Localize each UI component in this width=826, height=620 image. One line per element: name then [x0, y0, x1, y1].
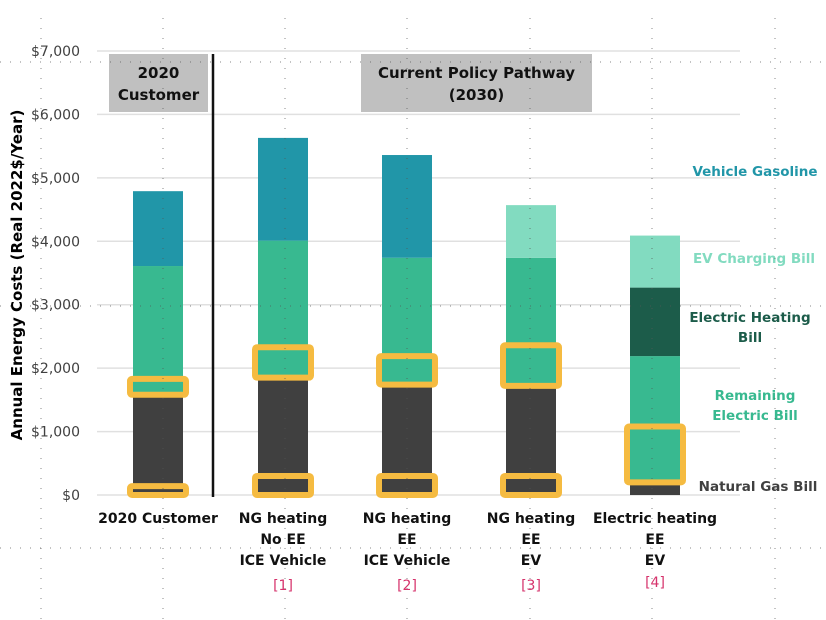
y-tick-label: $6,000 — [31, 107, 80, 123]
reference-marker: [2] — [397, 578, 417, 594]
y-tick-label: $1,000 — [31, 425, 80, 441]
y-tick-label: $7,000 — [31, 44, 80, 60]
bar-segment — [506, 205, 556, 258]
group-header-label: (2030) — [449, 86, 504, 104]
x-category-label: 2020 Customer — [98, 511, 218, 527]
group-header-label: 2020 — [138, 64, 180, 82]
highlight-box — [376, 353, 438, 388]
y-tick-label: $0 — [62, 488, 80, 504]
x-category-label: ICE Vehicle — [364, 553, 451, 569]
bar-segment — [258, 240, 308, 378]
reference-marker: [1] — [273, 578, 293, 594]
x-category-label: EE — [521, 532, 540, 548]
legend-label: Remaining — [715, 388, 796, 404]
x-category-label: EE — [645, 532, 664, 548]
x-category-label: NG heating — [239, 511, 327, 527]
legend-label: Electric Heating — [689, 310, 810, 326]
highlight-box — [500, 472, 562, 499]
bar-segment — [630, 482, 680, 495]
x-category-label: EE — [397, 532, 416, 548]
bar-segment — [630, 356, 680, 483]
x-category-label: EV — [521, 553, 542, 569]
dotted-overlay — [0, 18, 826, 620]
y-tick-label: $4,000 — [31, 234, 80, 250]
y-axis: $0 $1,000 $2,000 $3,000 $4,000 $5,000 $6,000 $7… — [31, 44, 80, 504]
bar-segment — [133, 396, 183, 495]
highlight-box — [500, 342, 562, 389]
bar-segment — [630, 287, 680, 357]
legend-label: EV Charging Bill — [693, 251, 815, 267]
highlight-box — [376, 472, 438, 499]
group-header-box — [109, 54, 208, 112]
bar-segment — [382, 257, 432, 385]
legend-label: Electric Bill — [712, 408, 798, 424]
group-header-label: Customer — [118, 86, 200, 104]
bar-segment — [133, 266, 183, 397]
bars — [127, 137, 686, 499]
group-header-label: Current Policy Pathway — [378, 64, 575, 82]
bar-segment — [506, 257, 556, 386]
bar-segment — [382, 155, 432, 258]
x-category-label: No EE — [260, 532, 305, 548]
y-axis-label: Annual Energy Costs (Real 2022$/Year) — [8, 110, 26, 441]
highlight-box — [127, 375, 189, 398]
highlight-box — [252, 344, 314, 381]
reference-marker: [3] — [521, 578, 541, 594]
group-headers: 2020 Customer Current Policy Pathway (2030) — [109, 54, 592, 112]
highlight-box — [252, 472, 314, 499]
legend-label: Bill — [738, 330, 762, 346]
x-category-label: EV — [645, 553, 666, 569]
x-axis: 2020 Customer NG heating No EE ICE Vehicle [… — [98, 511, 717, 594]
legend-label: Natural Gas Bill — [699, 479, 818, 495]
bar-segment — [258, 137, 308, 241]
bar-segment — [133, 191, 183, 267]
y-tick-label: $3,000 — [31, 298, 80, 314]
reference-marker: [4] — [645, 575, 665, 591]
highlight-box — [624, 423, 686, 486]
highlight-box — [127, 483, 189, 498]
legend: Natural Gas Bill Remaining Electric Bill El… — [689, 164, 817, 495]
bar-segment — [630, 235, 680, 288]
y-tick-label: $2,000 — [31, 361, 80, 377]
x-category-label: NG heating — [487, 511, 575, 527]
legend-label: Vehicle Gasoline — [692, 164, 817, 180]
x-category-label: ICE Vehicle — [240, 553, 327, 569]
y-tick-label: $5,000 — [31, 171, 80, 187]
group-header-box — [361, 54, 592, 112]
x-category-label: Electric heating — [593, 511, 717, 527]
